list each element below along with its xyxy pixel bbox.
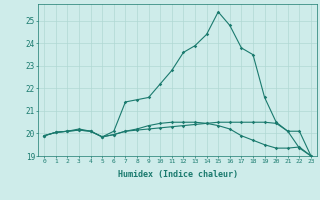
X-axis label: Humidex (Indice chaleur): Humidex (Indice chaleur) [118, 170, 238, 179]
